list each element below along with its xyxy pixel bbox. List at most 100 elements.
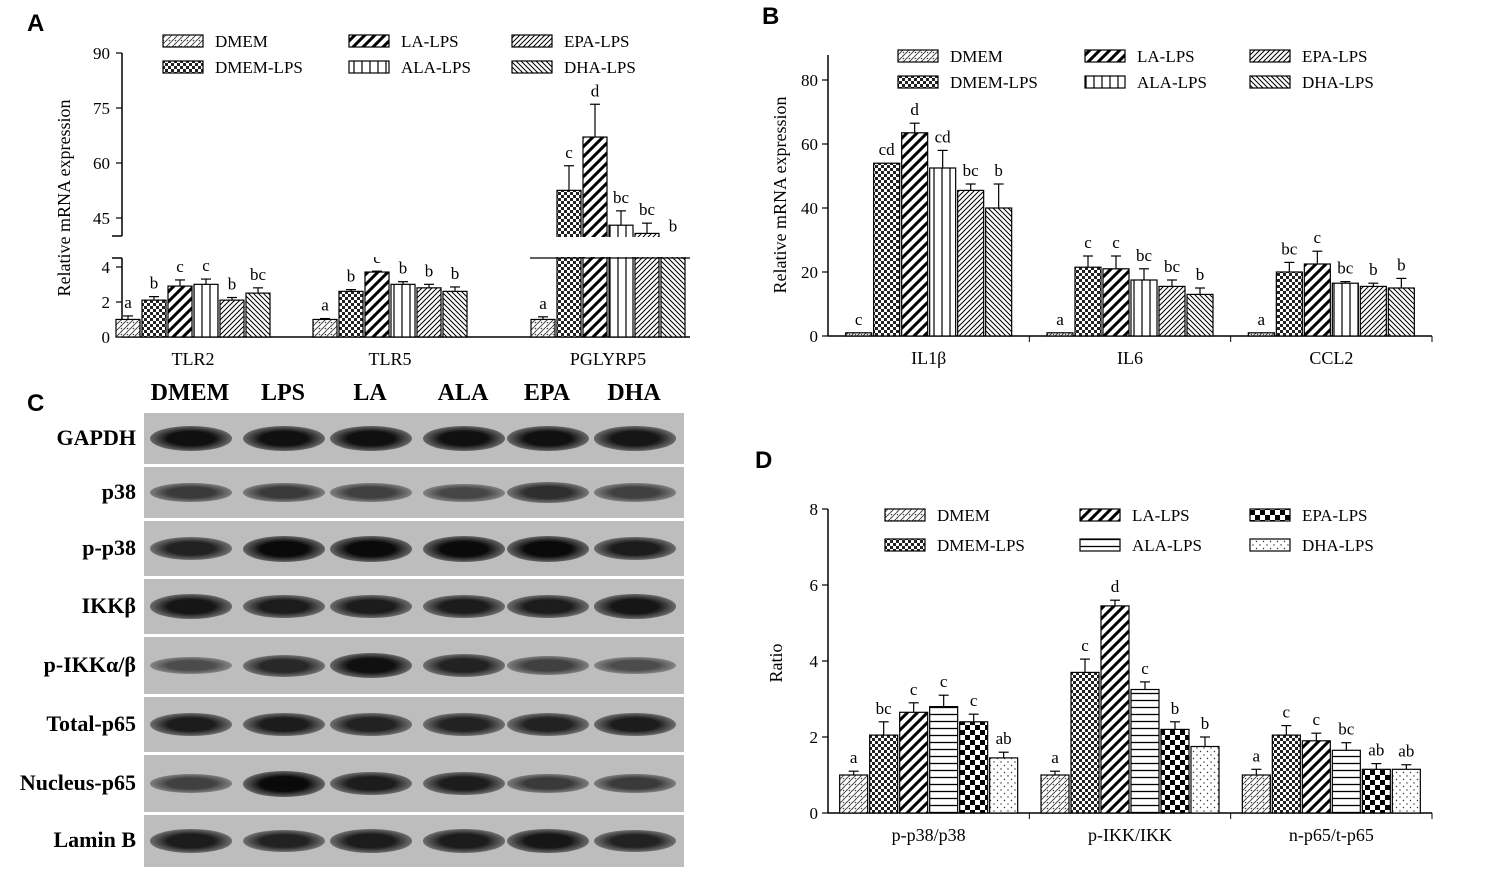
significance-letter: b (451, 264, 460, 283)
band-nucleus-p65-dmem (150, 774, 232, 793)
axis-break-gap (124, 237, 692, 257)
blot-strip-lamin-b (144, 815, 684, 867)
significance-letter: bc (1281, 239, 1298, 258)
legend-label-la-lps: LA-LPS (401, 32, 459, 51)
bar-epa-lps-ccl2 (1359, 285, 1387, 337)
legend-swatch-ala-lps (348, 60, 390, 74)
band-lamin-b-dmem (150, 829, 232, 853)
legend-label-dmem: DMEM (215, 32, 268, 51)
band-p-p38-epa (507, 535, 589, 562)
blot-column-epa: EPA (523, 380, 571, 406)
legend-swatch-la-lps (1079, 508, 1121, 522)
blot-row-label-nucleus-p65: Nucleus-p65 (19, 769, 136, 795)
y-axis-title: Relative mRNA expression (54, 100, 74, 297)
band-p-ikk-ala (423, 654, 505, 677)
bar-dmem-p-p38-p38 (839, 774, 869, 814)
legend-swatch-dha-lps (511, 60, 553, 74)
y-tick-label-4: 4 (102, 258, 111, 277)
legend-swatch-dmem (162, 34, 204, 48)
band-lamin-b-epa (507, 828, 589, 854)
band-total-p65-la (330, 713, 412, 736)
blot-column-ala: ALA (437, 380, 489, 406)
significance-letter: c (1084, 233, 1092, 252)
significance-letter: a (539, 294, 547, 313)
significance-letter: d (1111, 577, 1120, 596)
legend-label-epa-lps: EPA-LPS (1302, 506, 1368, 525)
significance-letter: a (124, 293, 132, 312)
legend-label-dmem: DMEM (937, 506, 990, 525)
legend-label-epa-lps: EPA-LPS (564, 32, 630, 51)
bar-dmem-tlr2 (115, 318, 141, 338)
legend-swatch-ala-lps (1079, 538, 1121, 552)
bar-dmem-lps-n-p65-t-p65 (1271, 734, 1301, 814)
bar-dmem-lps-il6 (1074, 266, 1102, 337)
legend-label-ala-lps: ALA-LPS (1132, 536, 1202, 555)
bar-la-lps-il1 (901, 132, 929, 337)
band-nucleus-p65-epa (507, 773, 589, 794)
bar-epa-lps-il1 (957, 189, 985, 337)
bar-la-lps-ccl2 (1303, 263, 1331, 337)
significance-letter: b (399, 259, 408, 278)
band-lamin-b-dha (594, 829, 676, 853)
bar-dmem-ccl2 (1247, 332, 1275, 337)
band-p-p38-lps (243, 535, 325, 562)
bar-la-lps-il6 (1102, 268, 1130, 337)
significance-letter: a (850, 748, 858, 767)
band-p38-dmem (150, 482, 232, 503)
blot-strip-p-p38 (144, 521, 684, 576)
blot-strip-gapdh (144, 413, 684, 464)
x-tick-label-tlr2: TLR2 (172, 349, 215, 369)
band-total-p65-dmem (150, 712, 232, 737)
bar-la-lps-p-ikk-ikk (1100, 605, 1130, 814)
significance-letter: c (855, 310, 863, 329)
significance-letter: bc (639, 200, 656, 219)
significance-letter: ab (996, 729, 1012, 748)
bar-dha-lps-pglyrp5 (660, 247, 686, 338)
significance-letter: bc (1337, 259, 1354, 278)
panel-letter-d: D (755, 447, 773, 474)
significance-letter: b (994, 161, 1003, 180)
significance-letter: c (970, 691, 978, 710)
legend-label-la-lps: LA-LPS (1132, 506, 1190, 525)
y-tick-label-40: 40 (801, 199, 818, 218)
legend-swatch-dmem (884, 508, 926, 522)
significance-letter: bc (876, 699, 893, 718)
band-lamin-b-ala (423, 829, 505, 853)
significance-letter: a (1258, 310, 1266, 329)
bar-dmem-lps-ccl2 (1275, 271, 1303, 337)
band-ikk-epa (507, 594, 589, 619)
significance-letter: bc (1136, 246, 1153, 265)
significance-letter: b (347, 267, 356, 286)
bar-dmem-lps-il1 (873, 162, 901, 337)
band-p-p38-la (330, 535, 412, 562)
bar-dmem-lps-p-ikk-ikk (1070, 671, 1100, 814)
y-tick-label-75: 75 (93, 99, 110, 118)
y-axis-title: Relative mRNA expression (770, 97, 790, 294)
western-blot-panel: DMEM LPS LA ALA EPA DHA GAPDH p38 p-p38 IKKβ p-IKK… (0, 375, 700, 871)
y-tick-label-20: 20 (801, 263, 818, 282)
bar-dmem-n-p65-t-p65 (1241, 774, 1271, 814)
blot-strip-p38 (144, 467, 684, 518)
band-total-p65-lps (243, 712, 325, 737)
bar-la-lps-n-p65-t-p65 (1301, 740, 1331, 814)
band-lamin-b-la (330, 829, 412, 853)
blot-strip-total-p65 (144, 697, 684, 752)
legend-swatch-dmem-lps (884, 538, 926, 552)
panel-letter-a: A (27, 10, 45, 37)
y-tick-label-2: 2 (810, 728, 819, 747)
significance-letter: b (1171, 699, 1180, 718)
legend-swatch-dmem-lps (897, 75, 939, 89)
bar-la-lps-p-p38-p38 (899, 711, 929, 814)
bar-ala-lps-ccl2 (1331, 282, 1359, 337)
significance-letter: bc (1164, 257, 1181, 276)
band-gapdh-dmem (150, 425, 232, 452)
significance-letter: c (1283, 703, 1291, 722)
bar-dha-lps-p-ikk-ikk (1190, 745, 1220, 814)
legend-label-dha-lps: DHA-LPS (1302, 536, 1374, 555)
bar-dha-lps-p-p38-p38 (989, 757, 1019, 814)
blot-column-dha: DHA (607, 380, 661, 406)
significance-letter: c (373, 248, 381, 267)
legend-swatch-dha-lps (1249, 538, 1291, 552)
